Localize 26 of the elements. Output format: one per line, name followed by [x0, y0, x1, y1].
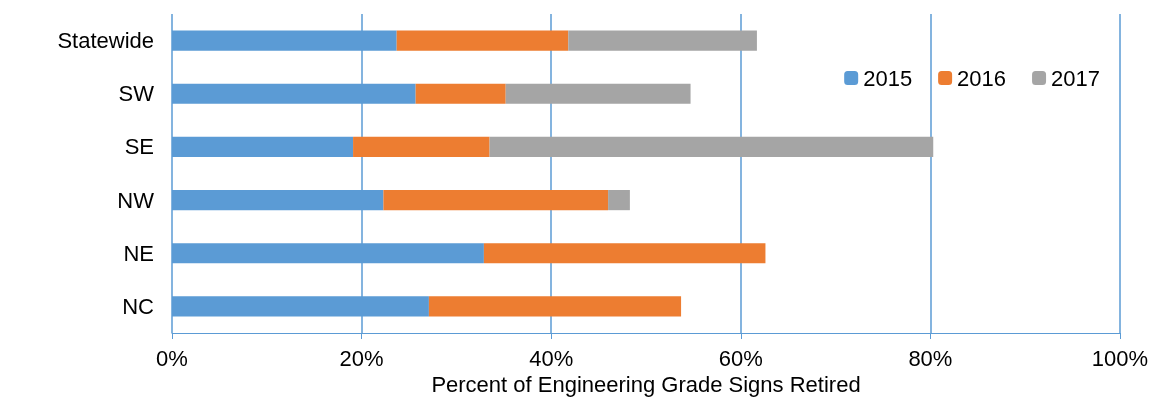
legend-label: 2016 [957, 65, 1007, 91]
x-tick-label: 60% [718, 345, 763, 371]
y-tick-label: NC [122, 293, 155, 319]
x-tick-label: 20% [339, 345, 384, 371]
legend-label: 2015 [863, 65, 913, 91]
legend-label: 2017 [1051, 65, 1101, 91]
bar [505, 83, 691, 104]
x-tick-label: 80% [908, 345, 953, 371]
bar [415, 83, 506, 104]
bar [608, 189, 630, 211]
y-tick-label: NW [117, 187, 155, 213]
bar [428, 296, 682, 317]
y-tick-label: NE [123, 240, 154, 266]
x-tick-label: 0% [156, 345, 188, 371]
x-axis-title: Percent of Engineering Grade Signs Retired [431, 372, 861, 398]
bar [396, 30, 569, 51]
y-tick-label: SE [124, 134, 154, 160]
bar [483, 243, 766, 264]
bar [353, 136, 490, 158]
bar [489, 136, 934, 158]
y-tick-label: Statewide [57, 28, 154, 54]
y-tick-label: SW [118, 81, 155, 107]
bar [568, 30, 757, 51]
x-tick-label: 40% [529, 345, 574, 371]
x-tick-label: 100% [1091, 345, 1149, 371]
bar [383, 189, 609, 211]
